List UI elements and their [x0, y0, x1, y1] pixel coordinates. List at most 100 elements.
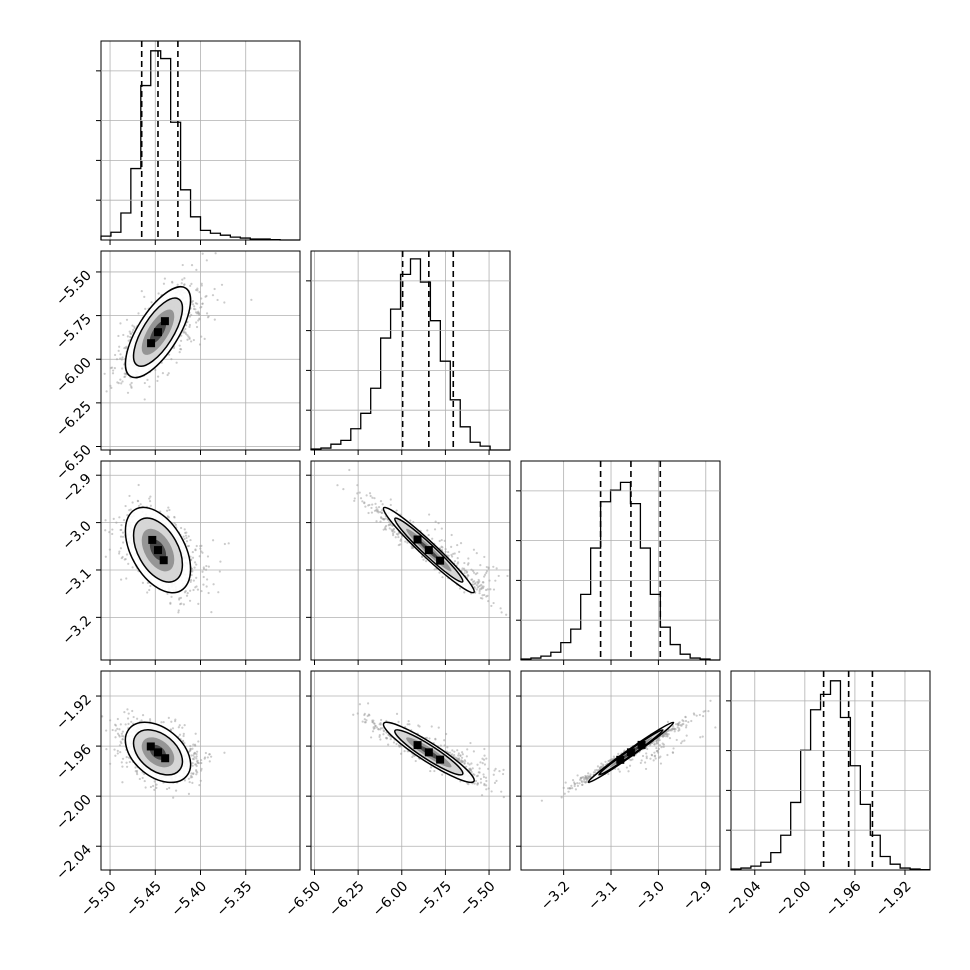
x-tick-label: −5.75: [413, 878, 455, 920]
sample-point: [182, 734, 185, 738]
sample-point: [418, 725, 421, 728]
scatter-panel-0-2: −3.2−3.1−3.0−2.9: [59, 460, 301, 665]
sample-point: [125, 345, 128, 348]
sample-point: [189, 747, 192, 751]
sample-point: [471, 569, 475, 572]
sample-point: [361, 500, 364, 503]
sample-point: [387, 743, 390, 746]
sample-point: [118, 744, 122, 747]
sample-point: [144, 307, 147, 310]
sample-point: [513, 795, 515, 797]
sample-point: [392, 534, 395, 537]
sample-point: [478, 588, 482, 591]
sample-point: [127, 339, 130, 342]
sample-point: [155, 786, 158, 789]
sample-point: [502, 768, 505, 771]
sample-point: [156, 379, 159, 383]
sample-point: [130, 385, 133, 388]
sample-point: [124, 723, 127, 726]
sample-point: [178, 724, 181, 727]
sample-point: [443, 739, 446, 742]
sample-point: [685, 724, 688, 727]
sample-point: [400, 535, 404, 538]
sample-point: [141, 581, 145, 584]
panel-background: [311, 251, 510, 450]
sample-point: [421, 555, 424, 559]
sample-point: [392, 741, 396, 744]
sample-point: [395, 742, 398, 746]
sample-point: [174, 789, 178, 792]
sample-point: [447, 550, 450, 554]
sample-point: [165, 509, 169, 512]
sample-point: [563, 792, 566, 795]
sample-point: [458, 587, 462, 590]
sample-point: [470, 762, 473, 765]
sample-point: [191, 764, 194, 767]
sample-point: [493, 769, 496, 772]
sample-point: [123, 711, 126, 714]
sample-point: [366, 714, 369, 718]
sample-point: [121, 730, 124, 733]
density-layer: [104, 483, 230, 614]
sample-point: [184, 327, 187, 331]
sample-point: [154, 368, 157, 372]
panel-frame: [310, 670, 511, 871]
sample-point: [173, 522, 176, 525]
sample-point: [460, 759, 463, 762]
sample-point: [182, 740, 185, 743]
sample-point: [194, 311, 198, 314]
sample-point: [111, 728, 114, 732]
sample-point: [144, 786, 147, 789]
sample-point: [456, 749, 459, 752]
sample-point: [125, 553, 129, 556]
sample-point: [109, 719, 112, 722]
sample-point: [342, 487, 345, 491]
sample-point: [406, 723, 409, 726]
sample-point: [132, 328, 135, 332]
sample-point: [128, 494, 131, 498]
sample-point: [193, 305, 196, 308]
sample-point: [109, 366, 112, 370]
sample-point: [146, 591, 149, 594]
x-tick-label: −6.00: [370, 878, 412, 920]
sample-point: [372, 726, 375, 729]
histogram-step-line: [100, 50, 300, 241]
sample-point: [476, 782, 479, 785]
sample-point: [165, 787, 169, 791]
sample-point: [456, 757, 460, 761]
density-peak-cell: [161, 754, 170, 763]
sample-point: [117, 381, 120, 385]
density-peak-cell: [424, 748, 433, 757]
sample-point: [580, 779, 583, 783]
sample-point: [378, 734, 381, 737]
sample-point: [490, 790, 493, 793]
sample-point: [205, 312, 209, 315]
sample-point: [195, 576, 198, 579]
sample-point: [389, 503, 392, 507]
sample-point: [129, 383, 132, 386]
sample-point: [111, 532, 114, 536]
sample-point: [514, 580, 516, 582]
sample-point: [403, 750, 406, 753]
sample-point: [185, 536, 188, 540]
sample-point: [204, 295, 207, 298]
sample-point: [492, 565, 495, 568]
sample-point: [200, 282, 203, 285]
sample-point: [388, 527, 391, 530]
sample-point: [186, 320, 189, 323]
sample-point: [472, 571, 476, 574]
sample-point: [113, 367, 116, 370]
sample-point: [425, 736, 428, 739]
sample-point: [128, 330, 131, 333]
sample-point: [467, 574, 470, 577]
sample-point: [118, 552, 121, 555]
sample-point: [397, 720, 400, 723]
sample-point: [363, 502, 366, 505]
sample-point: [478, 589, 481, 593]
sample-point: [140, 290, 143, 293]
sample-point: [190, 340, 193, 343]
sample-point: [394, 536, 397, 539]
sample-point: [194, 308, 197, 311]
sample-point: [192, 754, 195, 757]
sample-point: [657, 747, 661, 751]
